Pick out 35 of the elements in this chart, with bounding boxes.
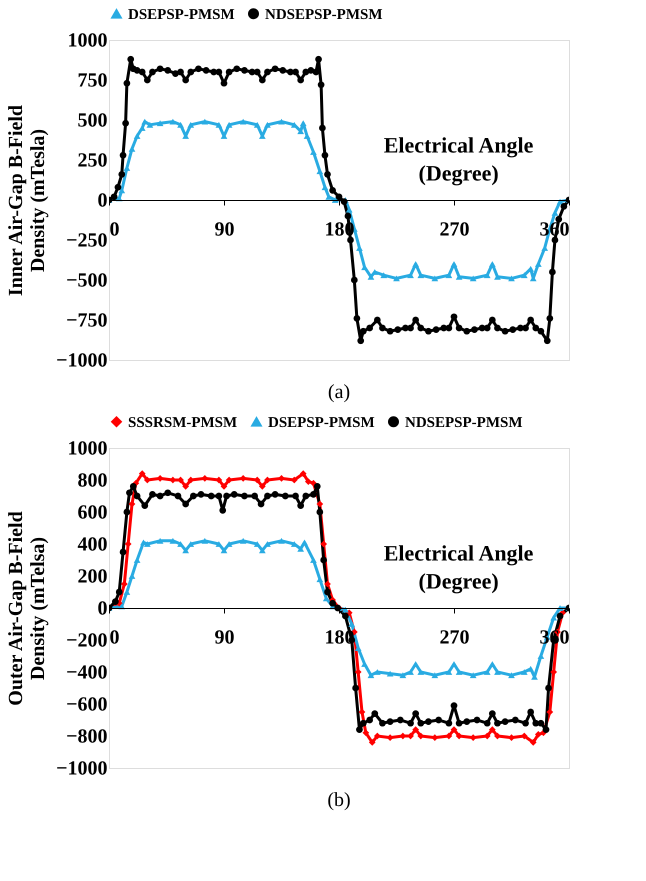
y-tick-label: −200 <box>66 630 108 652</box>
legend-label: DSEPSP-PMSM <box>268 414 375 431</box>
y-tick-label: 200 <box>78 566 108 588</box>
legend-label: NDSEPSP-PMSM <box>265 6 382 23</box>
legend-label: DSEPSP-PMSM <box>128 6 235 23</box>
y-axis-title: Outer Air-Gap B-Field Density (mTelsa) <box>5 511 50 706</box>
legend-label: SSSRSM-PMSM <box>128 414 238 431</box>
y-tick-label: −250 <box>66 230 108 252</box>
legend-label: NDSEPSP-PMSM <box>405 414 522 431</box>
y-tick-label: −1000 <box>56 350 108 372</box>
y-tick-label: −500 <box>66 270 108 292</box>
x-tick-label: 90 <box>214 218 234 240</box>
x-tick-label: 270 <box>440 626 470 648</box>
text: (a) <box>328 381 350 403</box>
y-tick-label: 250 <box>78 150 108 172</box>
y-tick-label: 800 <box>78 470 108 492</box>
y-tick-label: −600 <box>66 694 108 716</box>
y-tick-label: −800 <box>66 726 108 748</box>
y-tick-label: 1000 <box>68 438 108 460</box>
x-axis-title: Electrical Angle (Degree) <box>384 540 534 594</box>
x-axis-title: Electrical Angle (Degree) <box>384 132 534 186</box>
y-axis-title: Inner Air-Gap B-Field Density (mTesla) <box>5 104 50 296</box>
x-tick-label: 90 <box>214 626 234 648</box>
y-tick-label: −400 <box>66 662 108 684</box>
y-tick-label: 1000 <box>68 30 108 52</box>
y-tick-label: 750 <box>78 70 108 92</box>
text: (b) <box>327 789 351 811</box>
y-tick-label: 600 <box>78 502 108 524</box>
y-tick-label: −1000 <box>56 758 108 780</box>
x-tick-label: 270 <box>440 218 470 240</box>
y-tick-label: 0 <box>98 190 108 212</box>
y-tick-label: 500 <box>78 110 108 132</box>
y-tick-label: −750 <box>66 310 108 332</box>
y-tick-label: 0 <box>98 598 108 620</box>
y-tick-label: 400 <box>78 534 108 556</box>
